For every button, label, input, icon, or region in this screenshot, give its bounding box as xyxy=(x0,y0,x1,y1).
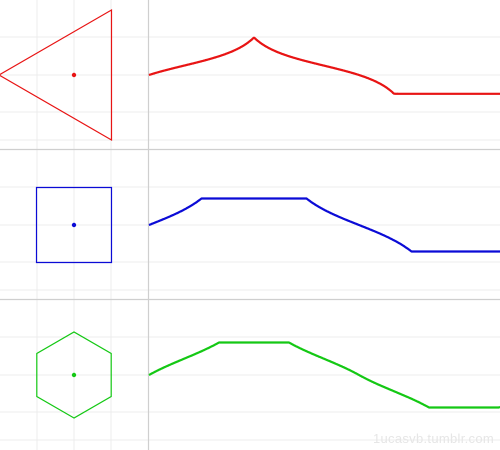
hexagon-center-dot xyxy=(71,372,77,378)
panel-square xyxy=(35,186,500,264)
square-outline xyxy=(35,186,113,264)
panels xyxy=(0,8,500,419)
hexagon-bold-curve xyxy=(148,341,500,409)
square-center-dot xyxy=(71,222,77,228)
square-bold-curve xyxy=(148,197,500,253)
credit-watermark: 1ucasvb.tumblr.com xyxy=(372,431,494,446)
triangle-bold-curve xyxy=(148,36,500,95)
panel-hexagon xyxy=(36,331,500,419)
hexagon-outline xyxy=(36,331,112,419)
triangle-outline xyxy=(0,8,113,142)
panel-triangle xyxy=(0,8,500,142)
triangle-center-dot xyxy=(71,72,77,78)
